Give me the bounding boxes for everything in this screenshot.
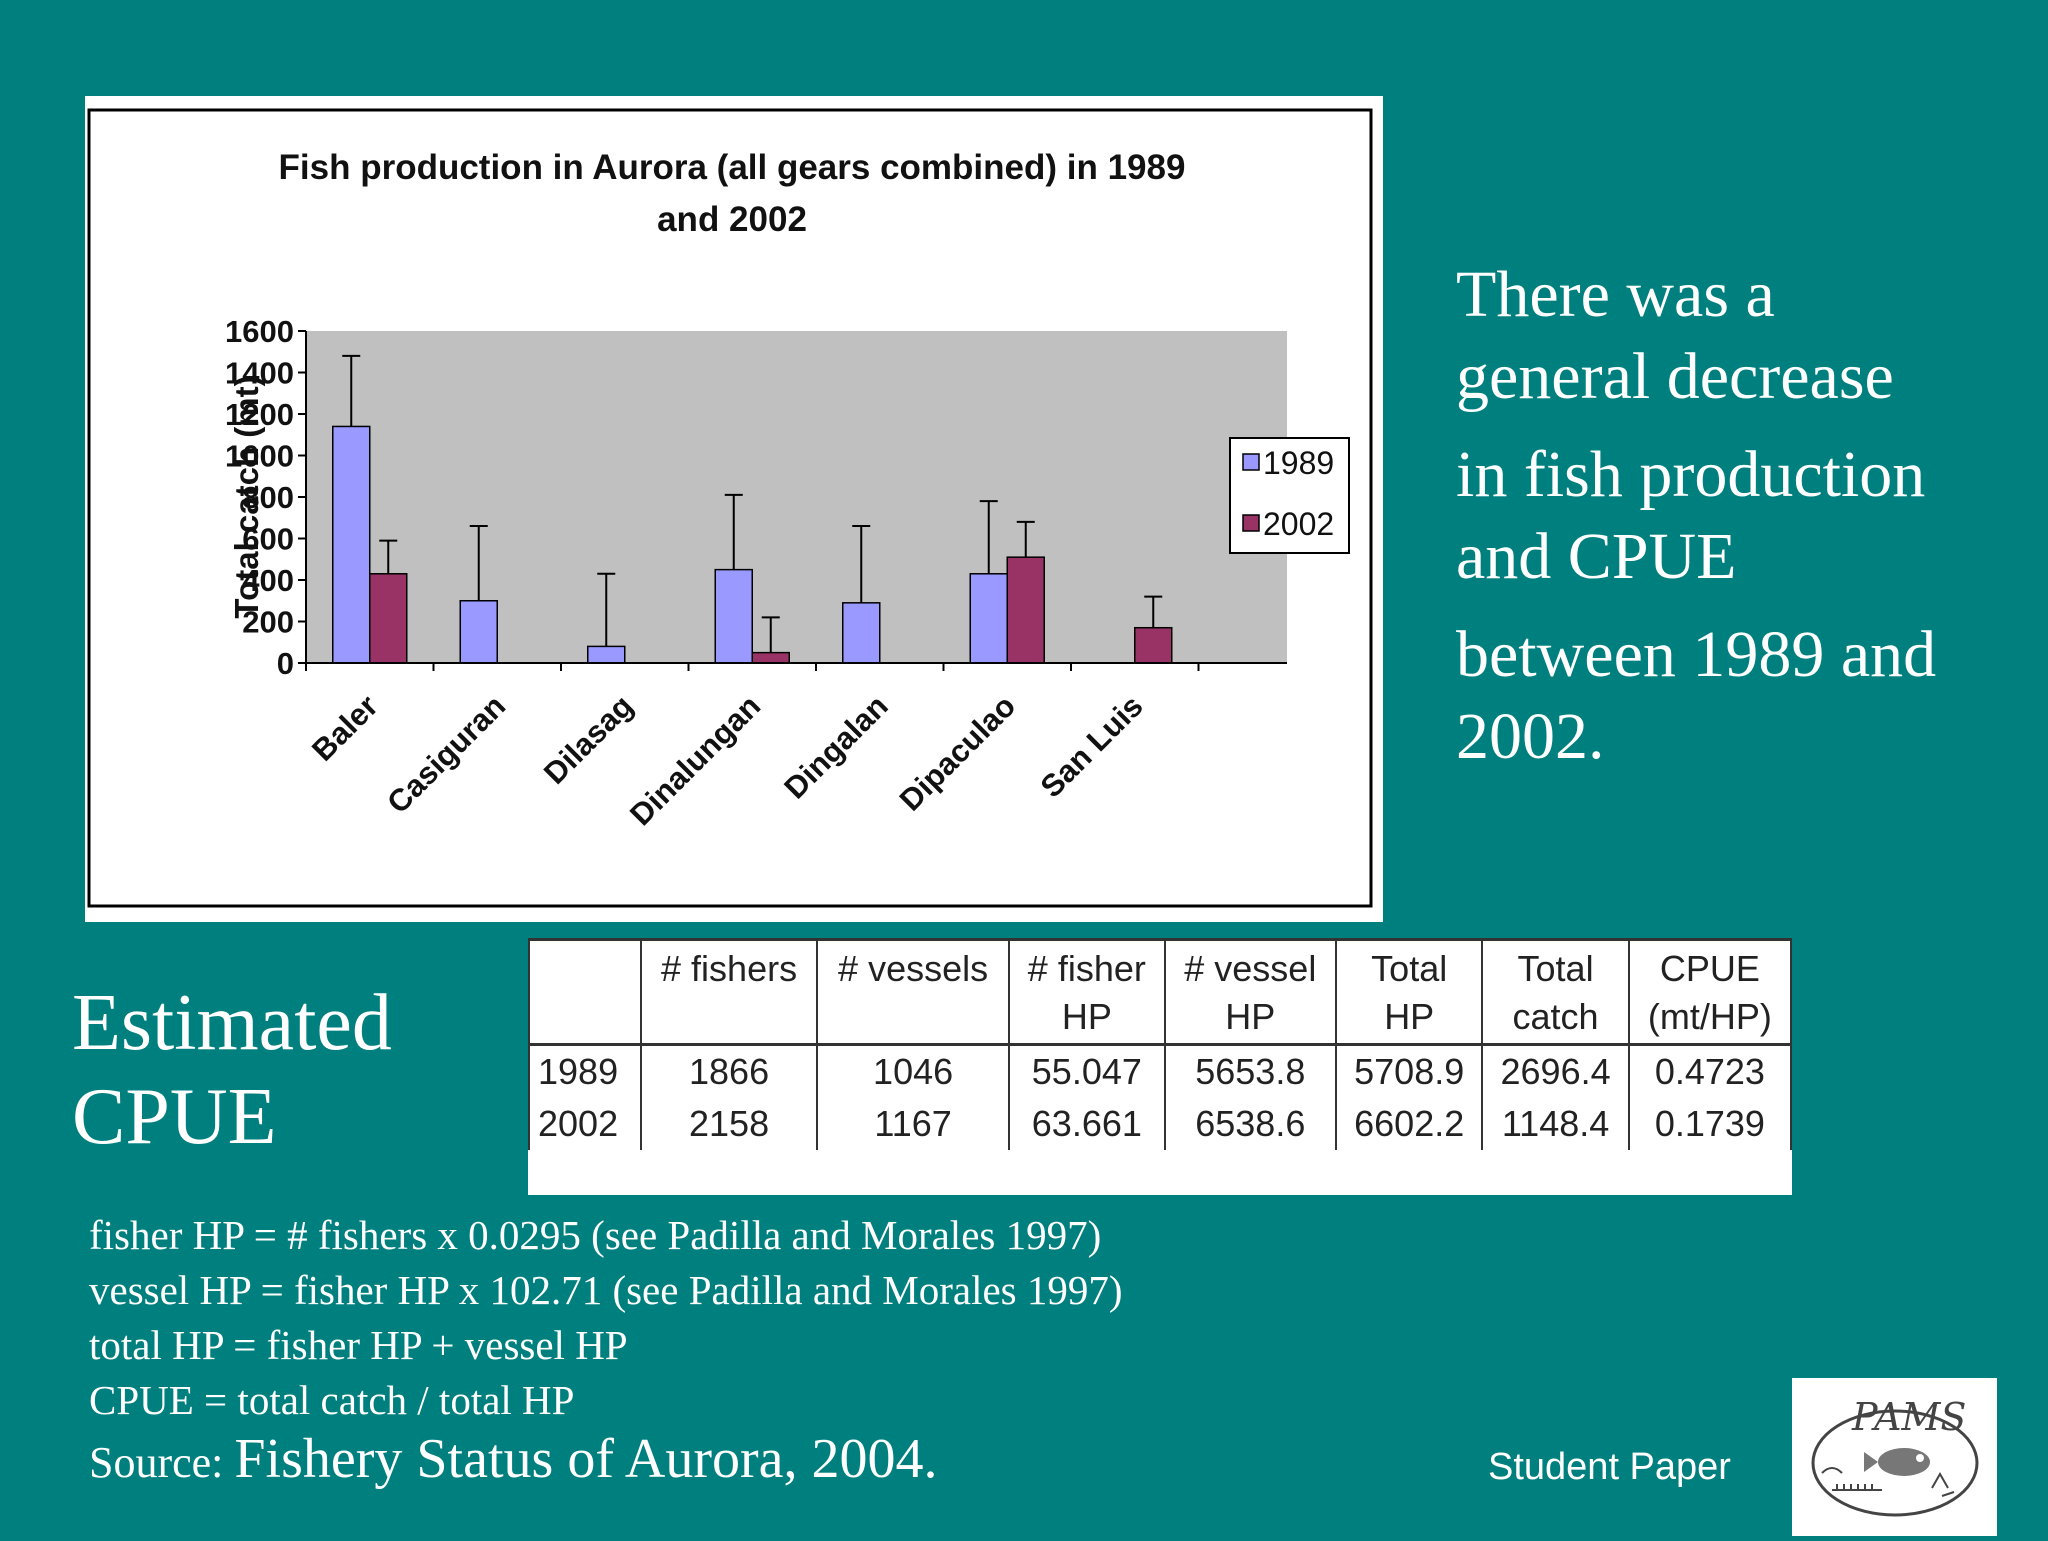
plot-area (306, 331, 1287, 663)
table-cell: 1989 (527, 1044, 643, 1098)
summary-line: general decrease (1456, 340, 1894, 413)
y-tick-label: 400 (242, 563, 294, 598)
table-cell: 6602.2 (1335, 1098, 1484, 1150)
table-row: 2002 2158 1167 63.661 6538.6 6602.2 1148… (527, 1098, 1793, 1150)
table-header-cell: Total catch (1481, 938, 1630, 1046)
fish-logo-icon: PAMS (1811, 1395, 1979, 1517)
y-tick-label: 200 (242, 605, 294, 640)
legend-label-2002: 2002 (1263, 506, 1334, 542)
cpue-table: # fishers # vessels # fisher HP # vessel H… (527, 938, 1793, 1150)
cpue-heading-line2: CPUE (72, 1073, 277, 1161)
table-cell: 5708.9 (1335, 1044, 1484, 1098)
table-header-cell (527, 938, 643, 1046)
logo-text: PAMS (1851, 1395, 1966, 1439)
legend-swatch-2002 (1242, 514, 1260, 532)
formula-list: fisher HP = # fishers x 0.0295 (see Padi… (89, 1208, 1123, 1428)
summary-text: There was a general decrease in fish pro… (1456, 254, 2016, 778)
bar-2002-baler (369, 573, 408, 664)
bars (332, 354, 1173, 664)
y-tick-label: 1000 (225, 439, 294, 474)
table-cell: 1866 (640, 1044, 819, 1098)
table-cell: 6538.6 (1163, 1098, 1338, 1150)
table-cell: 0.1739 (1627, 1098, 1793, 1150)
y-axis-label: Total catch (mt) (228, 375, 265, 618)
source-title: Fishery Status of Aurora, 2004. (234, 1428, 938, 1490)
table-header-row: # fishers # vessels # fisher HP # vessel H… (527, 938, 1793, 1046)
table-cell: 55.047 (1008, 1044, 1166, 1098)
table-cell: 1148.4 (1481, 1098, 1630, 1150)
y-tick-label: 1200 (225, 397, 294, 432)
pams-logo: PAMS (1792, 1378, 1997, 1536)
table-header-cell: # fishers (640, 938, 819, 1046)
chart-frame: Fish production in Aurora (all gears com… (85, 96, 1383, 922)
table-header-cell: # vessels (816, 938, 1011, 1046)
summary-line: in fish production (1456, 438, 1926, 511)
table-cell: 5653.8 (1163, 1044, 1338, 1098)
table-cell: 0.4723 (1627, 1044, 1793, 1098)
legend-label-1989: 1989 (1263, 445, 1334, 481)
formula-line: total HP = fisher HP + vessel HP (89, 1322, 628, 1368)
table-header-cell: # vessel HP (1163, 938, 1338, 1046)
chart-title-line2: and 2002 (657, 200, 807, 239)
table-row: 1989 1866 1046 55.047 5653.8 5708.9 2696… (527, 1044, 1793, 1098)
summary-line: 2002. (1456, 700, 1605, 773)
cpue-table-panel: # fishers # vessels # fisher HP # vessel H… (527, 938, 1793, 1195)
legend: 1989 2002 (1229, 437, 1350, 554)
table-cell: 63.661 (1008, 1098, 1166, 1150)
summary-line: between 1989 and (1456, 618, 1937, 691)
y-axis: 0 200 400 600 800 1000 1200 1400 1600 (225, 314, 307, 681)
bar-1989-dilasag (587, 645, 626, 664)
summary-line: There was a (1456, 258, 1775, 331)
table-header-cell: Total HP (1335, 938, 1484, 1046)
y-tick-label: 1600 (225, 314, 294, 349)
source-prefix: Source: (89, 1438, 235, 1487)
bar-2002-dinalungan (751, 651, 790, 664)
summary-line: and CPUE (1456, 520, 1737, 593)
table-cell: 2696.4 (1481, 1044, 1630, 1098)
table-cell: 2002 (527, 1098, 643, 1150)
cpue-heading-line1: Estimated (72, 979, 392, 1067)
table-header-cell: # fisher HP (1008, 938, 1166, 1046)
y-tick-label: 800 (242, 480, 294, 515)
table-cell: 1167 (816, 1098, 1011, 1150)
bar-1989-dipaculao (969, 573, 1008, 664)
student-paper-label: Student Paper (1488, 1446, 1731, 1488)
bar-1989-casiguran (459, 600, 498, 664)
chart-title-line1: Fish production in Aurora (all gears com… (279, 148, 1186, 187)
bar-2002-dipaculao (1006, 556, 1045, 664)
legend-swatch-1989 (1242, 453, 1260, 471)
table-cell: 2158 (640, 1098, 819, 1150)
formula-line: fisher HP = # fishers x 0.0295 (see Padi… (89, 1212, 1102, 1258)
cpue-heading: Estimated CPUE (72, 976, 392, 1164)
y-tick-label: 600 (242, 522, 294, 557)
formula-line: CPUE = total catch / total HP (89, 1377, 575, 1423)
bar-1989-dingalan (842, 602, 881, 664)
bar-chart: Fish production in Aurora (all gears com… (87, 108, 1373, 908)
y-tick-label: 1400 (225, 356, 294, 391)
bar-1989-baler (332, 425, 371, 664)
bar-2002-san-luis (1134, 626, 1173, 664)
formula-line: vessel HP = fisher HP x 102.71 (see Padi… (89, 1267, 1123, 1313)
bar-1989-dinalungan (714, 568, 753, 664)
table-cell: 1046 (816, 1044, 1011, 1098)
table-header-cell: CPUE (mt/HP) (1627, 938, 1793, 1046)
source-citation: Source: Fishery Status of Aurora, 2004. (89, 1430, 937, 1492)
y-tick-label: 0 (277, 646, 294, 681)
